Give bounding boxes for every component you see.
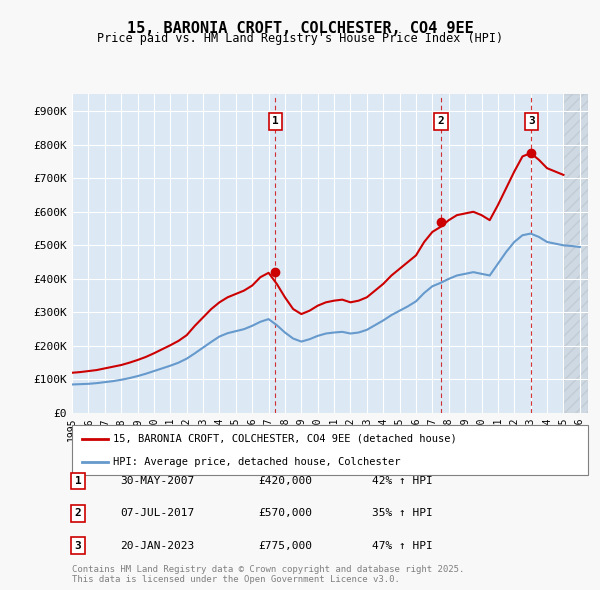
Bar <box>563 94 588 413</box>
Text: 47% ↑ HPI: 47% ↑ HPI <box>372 541 433 550</box>
Text: 07-JUL-2017: 07-JUL-2017 <box>120 509 194 518</box>
Text: 35% ↑ HPI: 35% ↑ HPI <box>372 509 433 518</box>
Text: Contains HM Land Registry data © Crown copyright and database right 2025.
This d: Contains HM Land Registry data © Crown c… <box>72 565 464 584</box>
Text: HPI: Average price, detached house, Colchester: HPI: Average price, detached house, Colc… <box>113 457 401 467</box>
Text: £420,000: £420,000 <box>258 476 312 486</box>
Text: 2: 2 <box>437 116 444 126</box>
Text: 15, BARONIA CROFT, COLCHESTER, CO4 9EE: 15, BARONIA CROFT, COLCHESTER, CO4 9EE <box>127 21 473 35</box>
Text: 3: 3 <box>74 541 82 550</box>
Text: 42% ↑ HPI: 42% ↑ HPI <box>372 476 433 486</box>
Text: 20-JAN-2023: 20-JAN-2023 <box>120 541 194 550</box>
Text: 2: 2 <box>74 509 82 518</box>
Text: Price paid vs. HM Land Registry's House Price Index (HPI): Price paid vs. HM Land Registry's House … <box>97 32 503 45</box>
Text: 3: 3 <box>528 116 535 126</box>
FancyBboxPatch shape <box>72 425 588 475</box>
Text: 1: 1 <box>272 116 278 126</box>
Text: £775,000: £775,000 <box>258 541 312 550</box>
Text: 1: 1 <box>74 476 82 486</box>
Text: 30-MAY-2007: 30-MAY-2007 <box>120 476 194 486</box>
Text: £570,000: £570,000 <box>258 509 312 518</box>
Text: 15, BARONIA CROFT, COLCHESTER, CO4 9EE (detached house): 15, BARONIA CROFT, COLCHESTER, CO4 9EE (… <box>113 434 457 444</box>
